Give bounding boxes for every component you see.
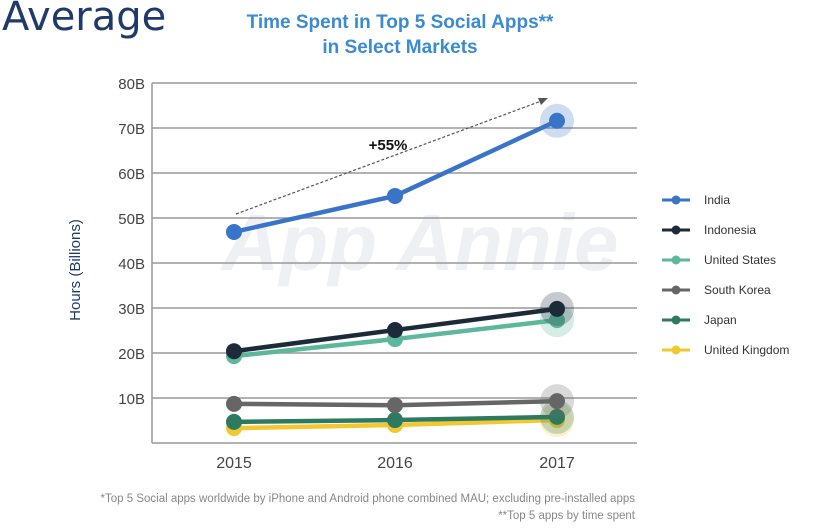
- footnote-2: **Top 5 apps by time spent: [498, 510, 635, 522]
- legend-label: Japan: [704, 313, 737, 327]
- legend-label: South Korea: [704, 283, 771, 297]
- y-axis-label: Hours (Billions): [67, 219, 84, 321]
- legend-label: Indonesia: [704, 223, 756, 237]
- data-point: [226, 223, 242, 240]
- x-tick-label: 2016: [377, 455, 413, 472]
- legend-label: United States: [704, 253, 776, 267]
- y-tick-label: 70B: [118, 121, 145, 138]
- y-tick-label: 60B: [118, 166, 145, 183]
- y-tick-label: 80B: [118, 76, 145, 93]
- data-point: [549, 408, 565, 425]
- trend-arrowhead: [538, 98, 548, 105]
- chart-title: Time Spent in Top 5 Social Apps** in Sel…: [200, 10, 600, 60]
- y-tick-label: 40B: [118, 256, 145, 273]
- legend-swatch-dot: [671, 315, 681, 325]
- legend-swatch-dot: [671, 285, 681, 295]
- data-point: [226, 413, 242, 430]
- growth-annotation: +55%: [369, 137, 408, 154]
- x-tick-label: 2017: [539, 455, 575, 472]
- data-point: [549, 112, 565, 129]
- chart-subtitle: in Select Markets: [322, 37, 478, 58]
- data-point: [387, 187, 403, 204]
- page-heading: Average: [2, 0, 167, 40]
- data-point: [549, 312, 565, 329]
- data-point: [226, 343, 242, 360]
- y-tick-label: 20B: [118, 346, 145, 363]
- data-point: [387, 397, 403, 414]
- x-tick-label: 2015: [216, 455, 252, 472]
- footnote-1: *Top 5 Social apps worldwide by iPhone a…: [100, 493, 635, 505]
- data-point: [387, 322, 403, 339]
- data-point: [549, 393, 565, 410]
- legend-swatch-dot: [671, 255, 681, 265]
- legend-swatch-dot: [671, 225, 681, 235]
- legend-label: United Kingdom: [704, 343, 789, 357]
- data-point: [387, 412, 403, 429]
- legend-swatch-dot: [671, 345, 681, 355]
- legend-label: India: [704, 193, 730, 207]
- y-tick-label: 30B: [118, 301, 145, 318]
- watermark: App Annie: [220, 198, 619, 287]
- legend-swatch-dot: [671, 195, 681, 205]
- data-point: [226, 395, 242, 412]
- data-point: [549, 300, 565, 317]
- chart-title-line1: Time Spent in Top 5 Social Apps**: [246, 12, 554, 33]
- y-tick-label: 50B: [118, 211, 145, 228]
- y-tick-label: 10B: [118, 391, 145, 408]
